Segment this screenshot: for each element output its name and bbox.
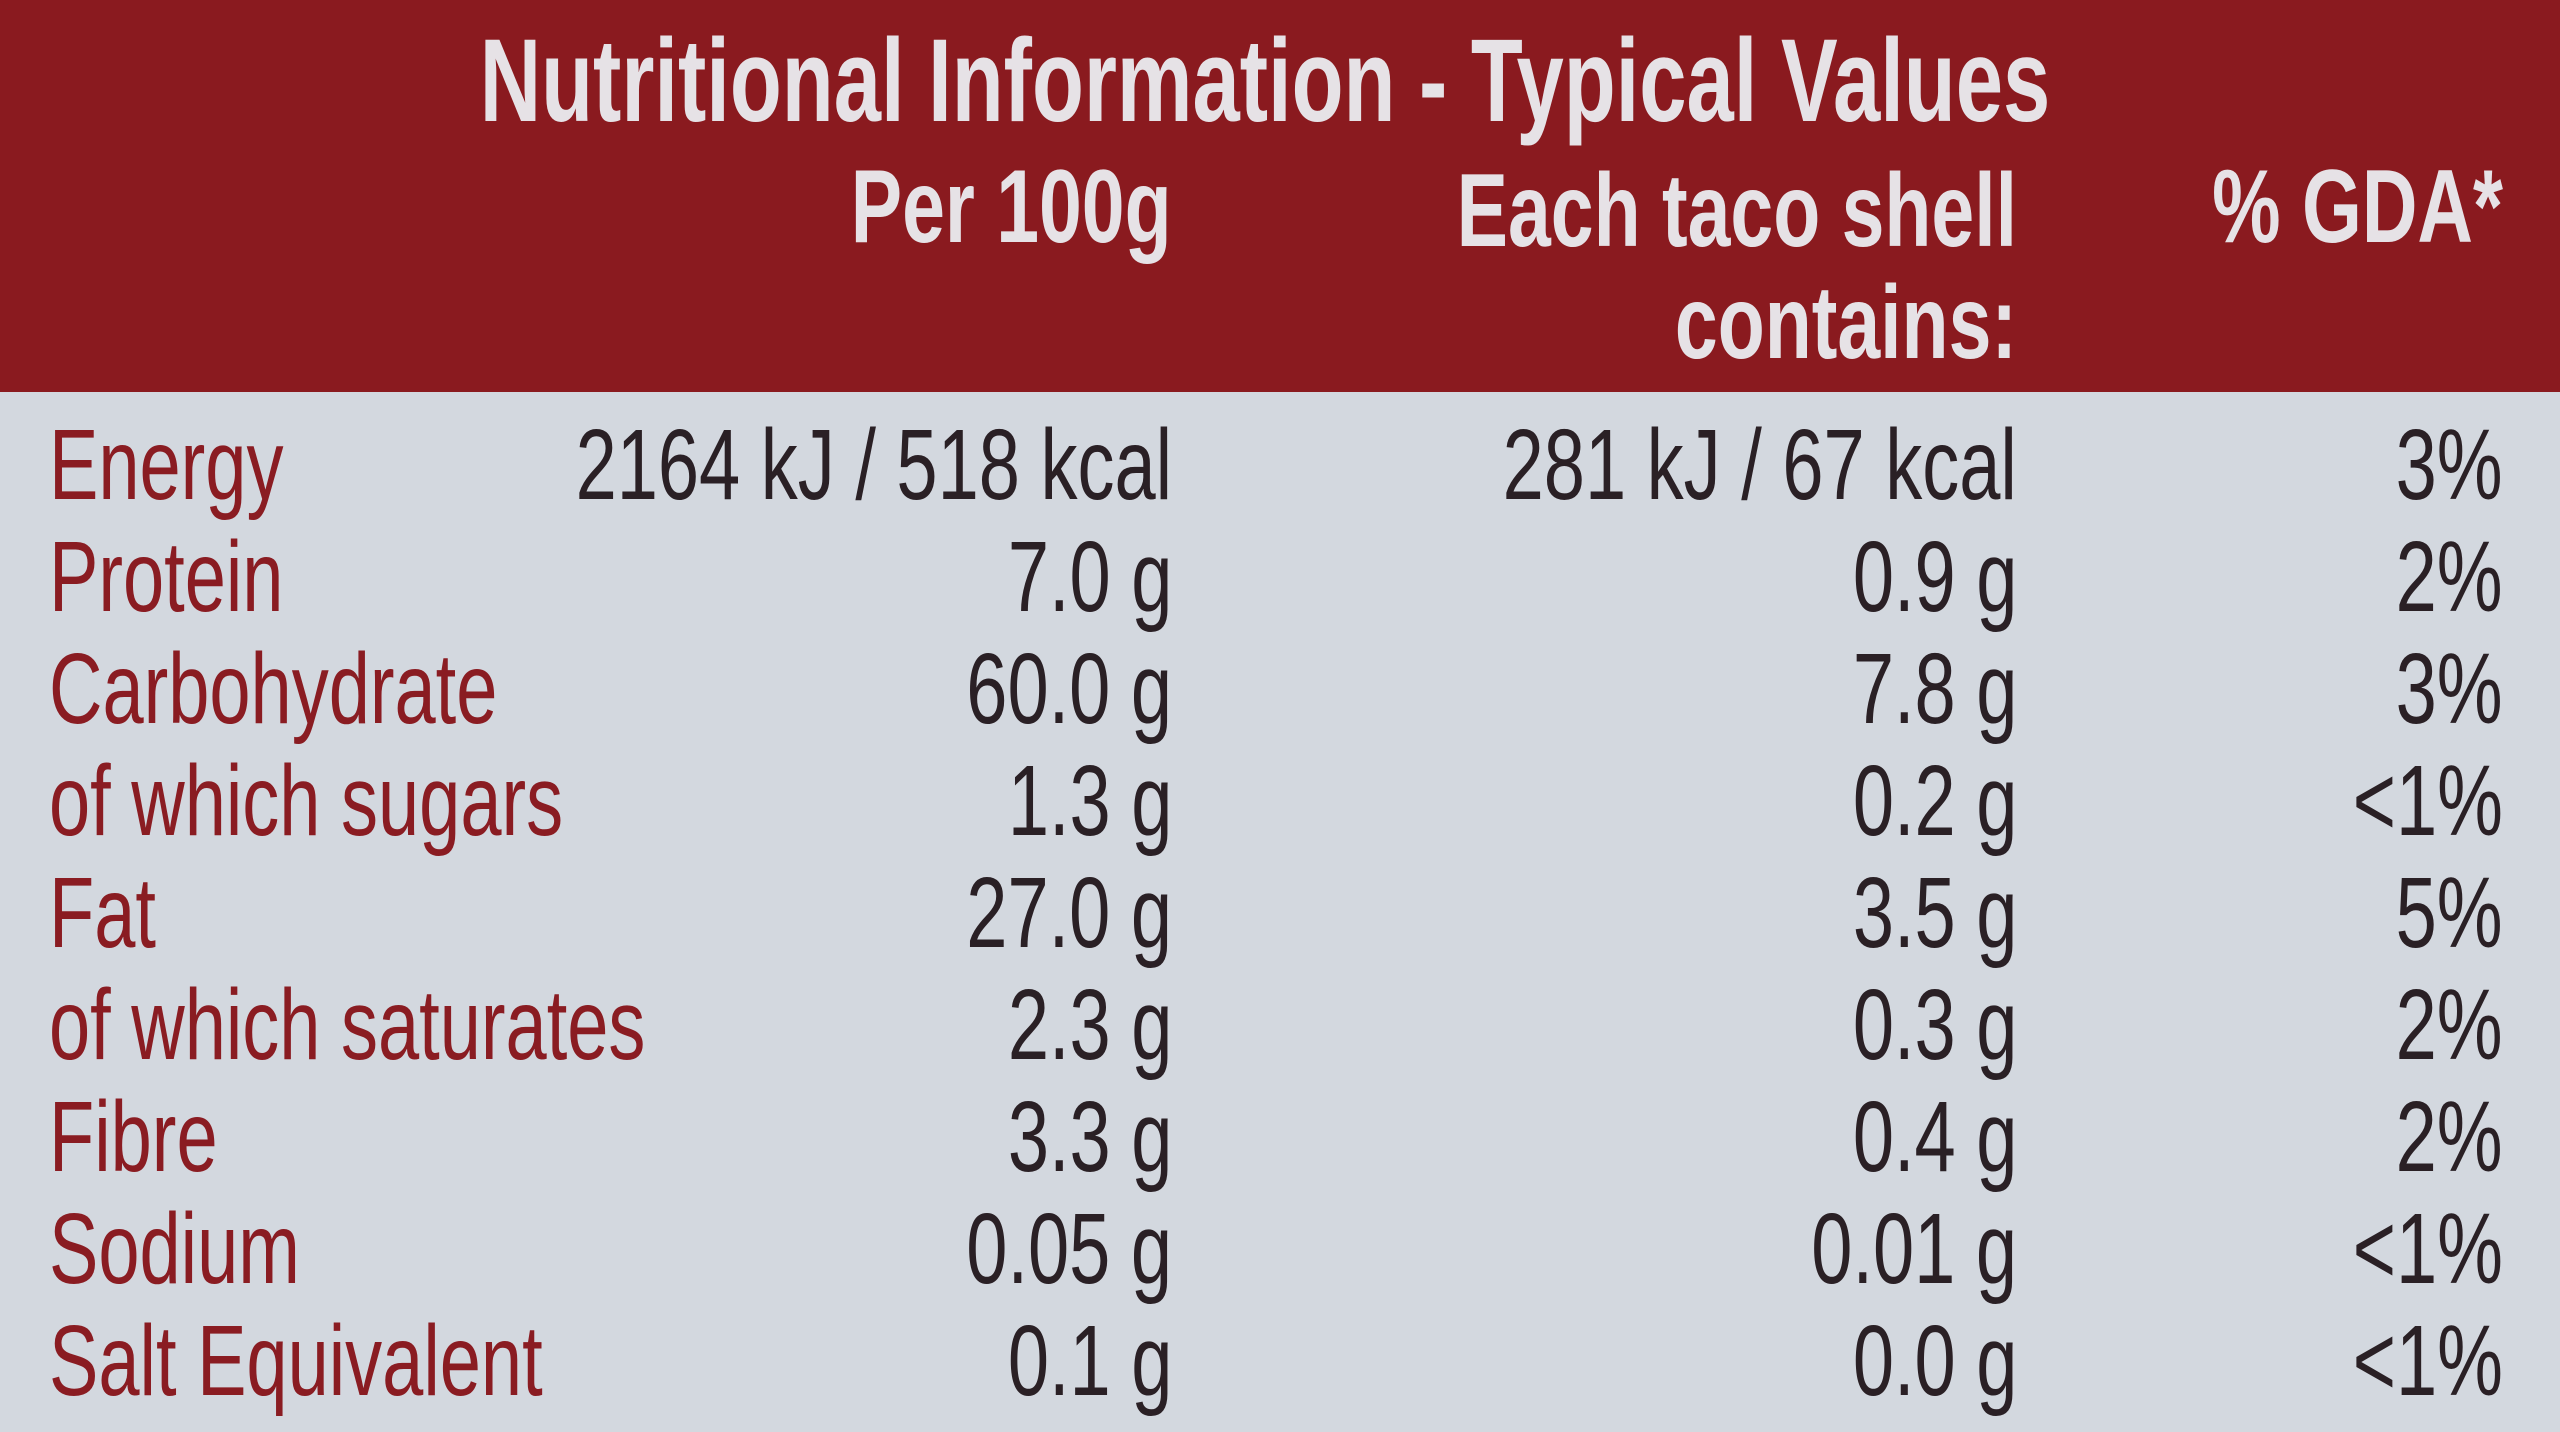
cell-value: <1%: [2352, 745, 2503, 857]
cell-value: 2.3 g: [1007, 969, 1172, 1081]
cell-value: 60.0 g: [966, 633, 1172, 745]
cell-value: 7.8 g: [1852, 633, 2017, 745]
column-header: Each taco shell contains:: [1456, 153, 2017, 382]
cell-value: 0.2 g: [1852, 745, 2017, 857]
row-label: Energy: [49, 409, 284, 521]
cell-value: 0.4 g: [1852, 1081, 2017, 1193]
cell-value: 3%: [2396, 409, 2503, 521]
cell-value: 27.0 g: [966, 857, 1172, 969]
row-label: Fibre: [49, 1081, 218, 1193]
cell-value: 0.01 g: [1811, 1193, 2017, 1305]
cell-value: 7.0 g: [1007, 521, 1172, 633]
cell-value: 0.3 g: [1852, 969, 2017, 1081]
row-label: of which sugars: [49, 745, 564, 857]
row-label: Sodium: [49, 1193, 300, 1305]
cell-value: <1%: [2352, 1193, 2503, 1305]
cell-value: 5%: [2396, 857, 2503, 969]
header-band: [0, 0, 2560, 392]
column-header: Per 100g: [851, 149, 1172, 265]
cell-value: 1.3 g: [1007, 745, 1172, 857]
row-label: Protein: [49, 521, 284, 633]
column-header: % GDA*: [2212, 149, 2503, 265]
cell-value: 0.05 g: [966, 1193, 1172, 1305]
cell-value: 2164 kJ / 518 kcal: [575, 409, 1172, 521]
cell-value: 0.1 g: [1007, 1305, 1172, 1417]
row-label: Fat: [49, 857, 156, 969]
cell-value: 3.5 g: [1852, 857, 2017, 969]
row-label: of which saturates: [49, 969, 646, 1081]
cell-value: 3%: [2396, 633, 2503, 745]
cell-value: 0.0 g: [1852, 1305, 2017, 1417]
cell-value: 3.3 g: [1007, 1081, 1172, 1193]
cell-value: <1%: [2352, 1305, 2503, 1417]
cell-value: 0.9 g: [1852, 521, 2017, 633]
cell-value: 2%: [2396, 521, 2503, 633]
title: Nutritional Information - Typical Values: [479, 15, 2051, 147]
cell-value: 2%: [2396, 969, 2503, 1081]
cell-value: 2%: [2396, 1081, 2503, 1193]
row-label: Carbohydrate: [49, 633, 498, 745]
cell-value: 281 kJ / 67 kcal: [1502, 409, 2017, 521]
row-label: Salt Equivalent: [49, 1305, 543, 1417]
